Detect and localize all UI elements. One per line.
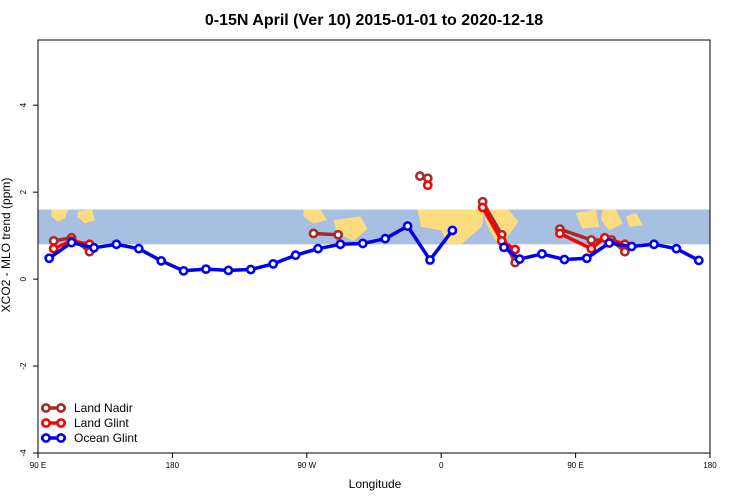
y-axis-label: XCO2 - MLO trend (ppm) <box>0 178 13 313</box>
x-tick-label: 180 <box>703 461 717 470</box>
data-point <box>477 202 488 213</box>
data-point <box>44 253 55 264</box>
data-point <box>555 228 565 239</box>
land-shape <box>601 209 623 231</box>
data-point <box>693 255 704 266</box>
y-tick-label: 0 <box>19 276 28 281</box>
data-point <box>48 235 59 246</box>
x-tick-label: 90 E <box>30 461 46 470</box>
map-band <box>38 209 710 245</box>
x-axis-label: Longitude <box>349 477 402 491</box>
data-point <box>626 241 637 252</box>
chart-title: 0-15N April (Ver 10) 2015-01-01 to 2020-… <box>205 12 543 29</box>
legend-marker <box>56 418 66 428</box>
data-point <box>111 239 122 250</box>
land-shape <box>77 209 96 224</box>
land-shape <box>575 209 600 229</box>
y-tick-label: -4 <box>19 449 28 457</box>
land-shape <box>626 213 643 227</box>
data-point <box>586 235 597 245</box>
axes: 90 E 180 90 W 0 90 E 180 -4 -2 0 2 4 <box>19 39 717 470</box>
data-point <box>649 239 659 250</box>
data-point <box>422 180 433 191</box>
x-tick-label: 0 <box>439 461 444 470</box>
data-point <box>89 242 99 253</box>
land-shape <box>51 209 69 222</box>
data-point <box>201 264 211 275</box>
y-tick-label: -2 <box>19 362 28 370</box>
x-tick-label: 180 <box>166 461 180 470</box>
data-point <box>66 237 77 248</box>
data-point <box>415 171 425 181</box>
data-point <box>335 239 346 250</box>
y-tick-label: 2 <box>19 189 28 194</box>
data-point <box>223 265 234 276</box>
data-point <box>313 243 323 254</box>
legend-label: Ocean Glint <box>74 431 138 445</box>
data-point <box>48 243 59 254</box>
data-point <box>308 228 319 239</box>
data-point <box>402 221 413 231</box>
data-point <box>245 264 256 275</box>
legend-label: Land Glint <box>74 416 129 430</box>
data-point <box>604 238 615 248</box>
y-tick-label: 4 <box>19 102 28 107</box>
legend-marker <box>41 403 51 413</box>
series-ocean-glint <box>44 221 704 276</box>
data-point <box>499 242 509 253</box>
data-point <box>559 254 570 265</box>
data-point <box>581 253 592 264</box>
data-point <box>586 243 597 254</box>
data-point <box>268 258 279 269</box>
data-point <box>290 250 301 261</box>
legend-marker <box>56 403 66 413</box>
data-point <box>537 248 547 259</box>
legend-marker <box>56 433 66 443</box>
series-line <box>502 241 701 263</box>
series-layer <box>44 171 704 276</box>
data-point <box>514 254 525 265</box>
x-tick-label: 90 W <box>297 461 316 470</box>
data-point <box>510 244 521 255</box>
x-tick-label: 90 E <box>567 461 583 470</box>
data-point <box>447 225 458 236</box>
data-point <box>671 243 682 254</box>
land-shape <box>303 209 327 224</box>
data-point <box>425 255 435 265</box>
data-point <box>357 238 368 249</box>
data-point <box>133 243 144 254</box>
data-point <box>178 265 189 276</box>
data-point <box>380 233 391 244</box>
series-line <box>558 231 627 251</box>
legend-marker <box>41 418 51 428</box>
data-point <box>333 229 344 240</box>
legend-label: Land Nadir <box>74 401 133 415</box>
plot-frame <box>37 39 711 454</box>
data-point <box>156 255 167 266</box>
legend-marker <box>41 433 51 443</box>
